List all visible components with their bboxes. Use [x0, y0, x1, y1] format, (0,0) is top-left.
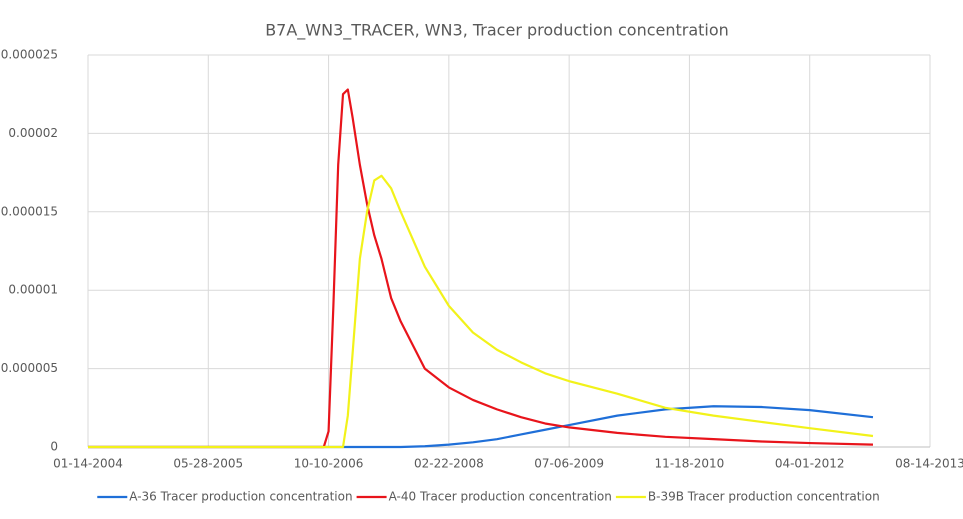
x-tick-label: 08-14-2013 — [895, 457, 963, 471]
chart-title: B7A_WN3_TRACER, WN3, Tracer production c… — [265, 21, 729, 41]
legend-label: A-40 Tracer production concentration — [389, 490, 612, 504]
x-tick-label: 04-01-2012 — [775, 457, 845, 471]
x-tick-label: 01-14-2004 — [53, 457, 123, 471]
series-line — [88, 88, 874, 449]
y-tick-label: 0.00001 — [8, 283, 58, 297]
y-tick-label: 0.000015 — [1, 204, 58, 218]
y-tick-label: 0 — [50, 440, 58, 454]
x-tick-label: 10-10-2006 — [294, 457, 364, 471]
y-tick-label: 0.00002 — [8, 126, 58, 140]
series-line — [88, 174, 874, 449]
y-tick-label: 0.000025 — [1, 48, 58, 62]
legend-label: A-36 Tracer production concentration — [129, 490, 352, 504]
y-tick-label: 0.000005 — [1, 361, 58, 375]
x-tick-label: 07-06-2009 — [534, 457, 604, 471]
x-tick-label: 11-18-2010 — [655, 457, 725, 471]
x-tick-label: 05-28-2005 — [173, 457, 243, 471]
legend-label: B-39B Tracer production concentration — [648, 490, 880, 504]
x-tick-label: 02-22-2008 — [414, 457, 484, 471]
